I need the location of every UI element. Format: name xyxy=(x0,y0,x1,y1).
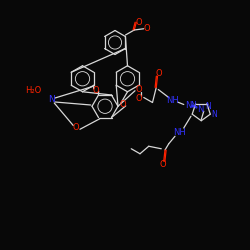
Text: O: O xyxy=(160,160,166,169)
Text: O: O xyxy=(136,18,142,27)
Text: O: O xyxy=(73,124,80,132)
Text: N: N xyxy=(198,105,204,114)
Text: N: N xyxy=(211,110,217,119)
Text: N: N xyxy=(190,101,196,110)
Text: N: N xyxy=(48,96,54,104)
Text: O: O xyxy=(144,24,150,33)
Text: NH: NH xyxy=(174,128,186,137)
Text: O: O xyxy=(136,94,142,103)
Text: H₂O: H₂O xyxy=(26,86,42,95)
Text: N: N xyxy=(186,101,192,110)
Text: O: O xyxy=(156,68,162,78)
Text: NH: NH xyxy=(166,96,179,105)
Text: O: O xyxy=(120,100,126,109)
Text: N: N xyxy=(205,102,211,111)
Text: O: O xyxy=(136,85,142,94)
Text: O: O xyxy=(93,86,100,94)
